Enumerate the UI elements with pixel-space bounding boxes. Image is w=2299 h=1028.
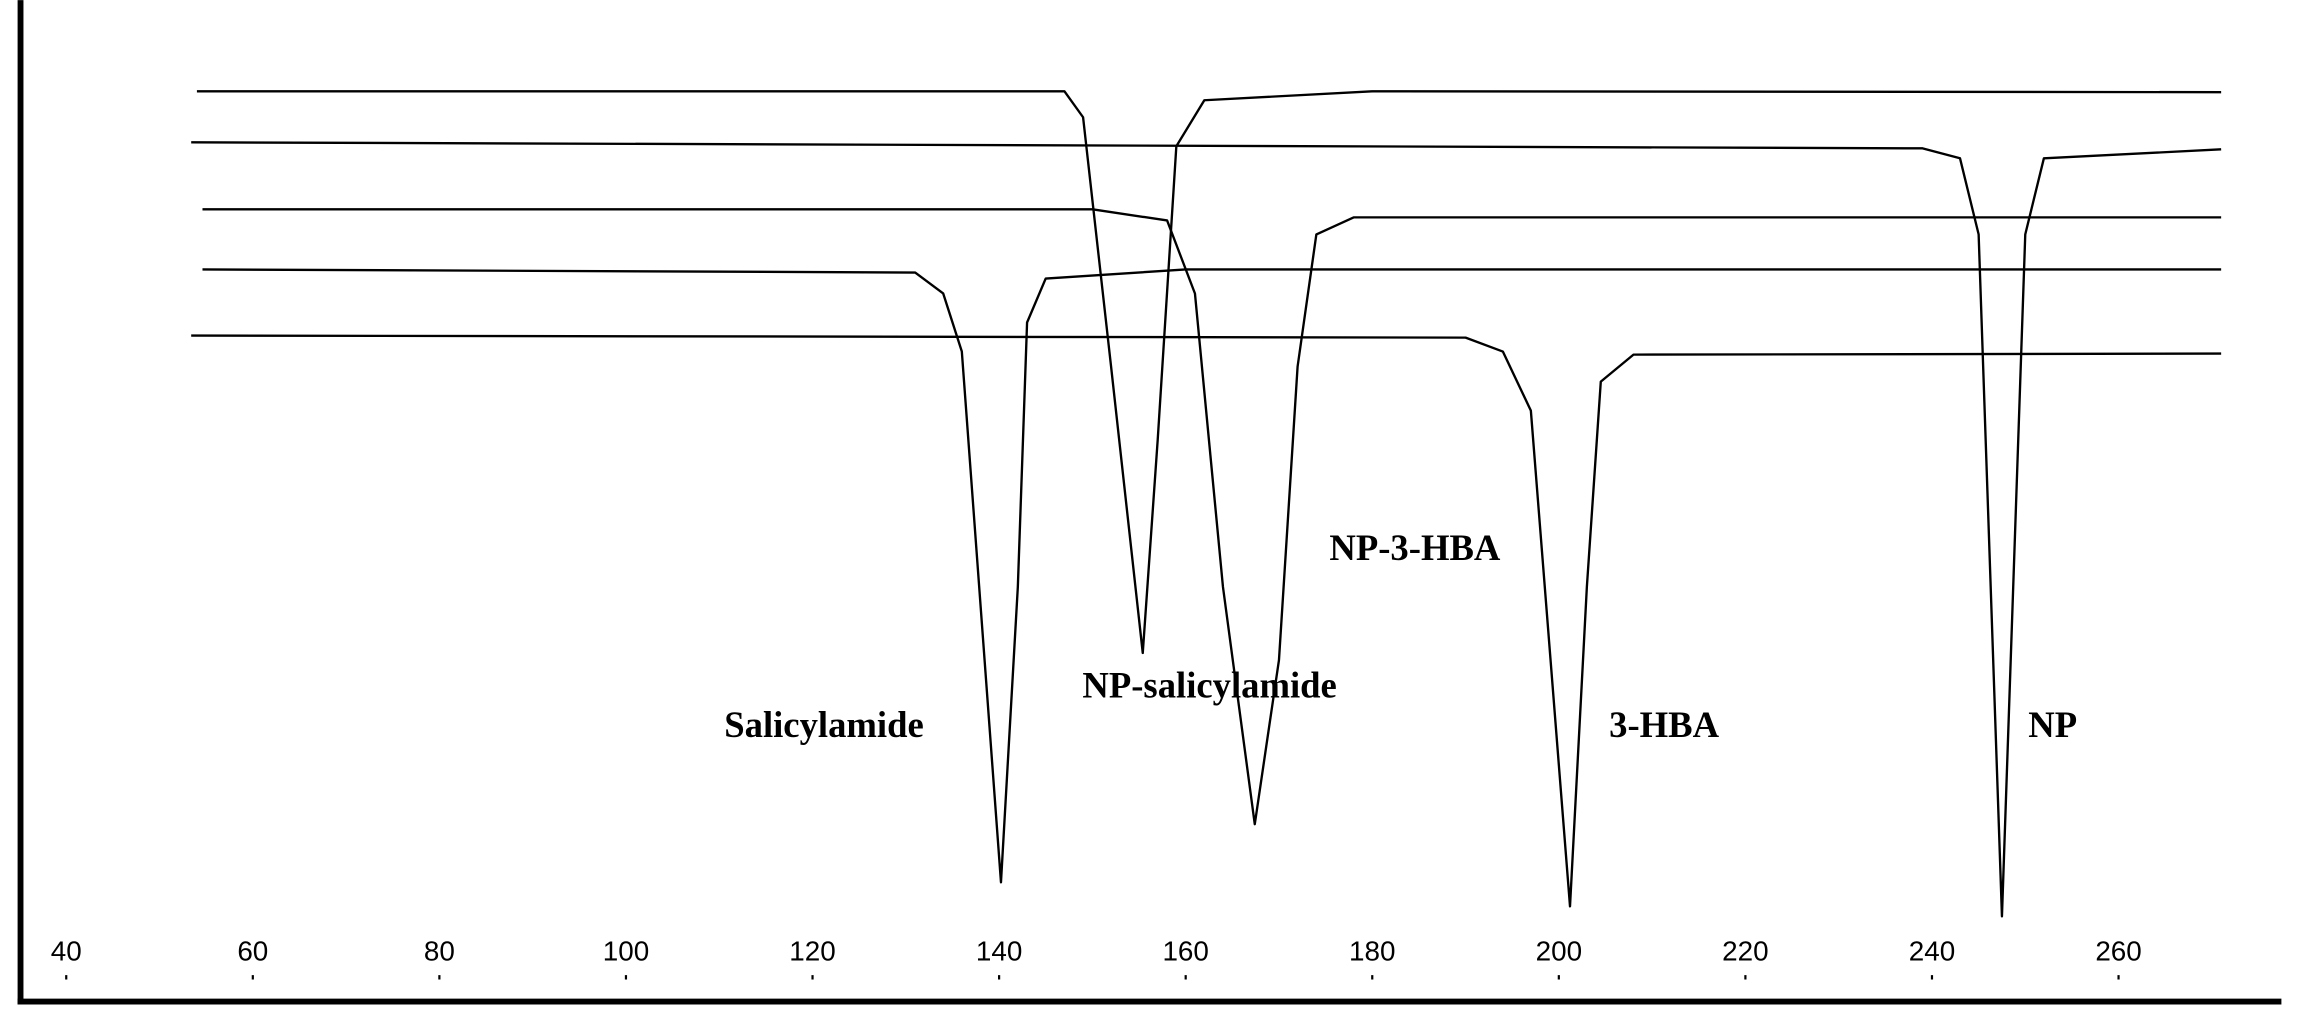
x-tick-label: 120 (789, 935, 835, 966)
x-tick-label: 40 (51, 935, 82, 966)
x-tick-label: 80 (424, 935, 455, 966)
x-tick-label: 100 (603, 935, 649, 966)
thermogram-curve (191, 334, 2222, 908)
x-tick-label: 140 (976, 935, 1022, 966)
curve-label: 3-HBA (1609, 704, 1719, 745)
x-tick-label: 60 (237, 935, 268, 966)
x-tick-label: 260 (2095, 935, 2141, 966)
x-tick-label: 180 (1349, 935, 1395, 966)
curve-label: NP (2028, 704, 2077, 745)
thermogram-curve (202, 268, 2222, 884)
x-tick-label: 220 (1722, 935, 1768, 966)
thermogram-curve (202, 208, 2222, 826)
x-tick-label: 240 (1909, 935, 1955, 966)
curve-label: NP-salicylamide (1082, 665, 1336, 706)
x-tick-label: 160 (1162, 935, 1208, 966)
x-tick-label: 200 (1536, 935, 1582, 966)
thermogram-curve (196, 90, 2222, 655)
curve-label: NP-3-HBA (1329, 527, 1501, 568)
curve-label: Salicylamide (724, 704, 923, 745)
thermogram-curve (191, 141, 2222, 918)
